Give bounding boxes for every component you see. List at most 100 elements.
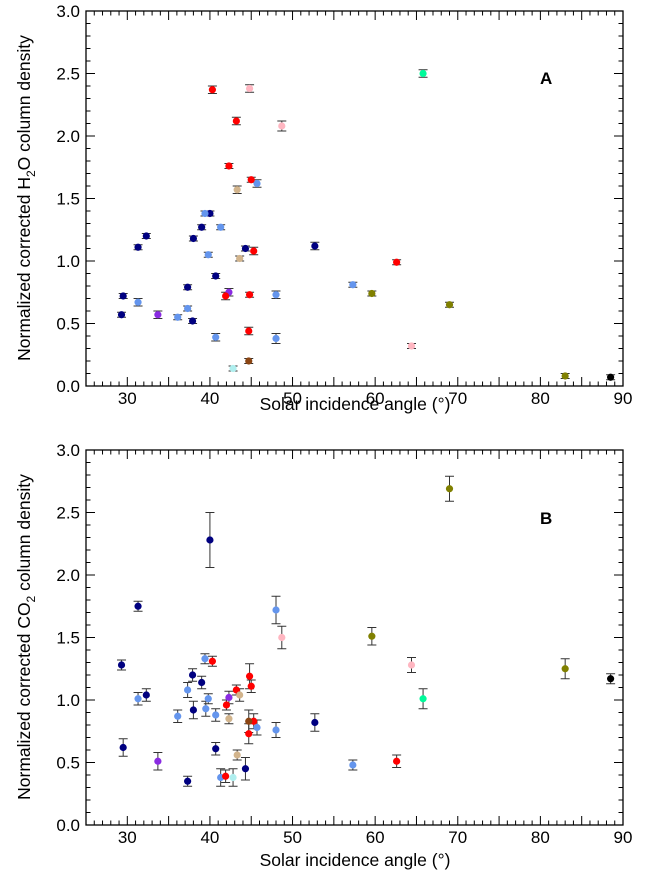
data-point (393, 757, 401, 765)
data-point (272, 726, 280, 734)
x-tick-label: 70 (448, 828, 467, 847)
data-point (174, 712, 182, 720)
x-axis-label: Solar incidence angle (°) (260, 394, 451, 414)
tick-labels: 30 40 50 60 70 80 90 0.0 0.5 1.0 1.5 2.0 2.5 3.0 (56, 441, 632, 847)
y-tick-label: 2.0 (56, 566, 80, 585)
y-tick-label: 0.0 (56, 816, 80, 835)
data-point (272, 334, 280, 343)
x-tick-label: 40 (200, 828, 219, 847)
data-point (217, 223, 225, 231)
data-point (407, 342, 416, 350)
data-point (245, 717, 253, 725)
y-tick-label: 3.0 (56, 441, 80, 460)
x-tick-label: 60 (366, 389, 385, 408)
data-point (134, 298, 142, 306)
data-point (272, 606, 280, 614)
data-point (134, 602, 142, 610)
data-point (247, 682, 255, 690)
x-tick-label: 80 (531, 389, 550, 408)
data-point (247, 176, 255, 184)
data-point (278, 122, 286, 130)
data-point (349, 761, 357, 769)
data-point (188, 317, 197, 325)
data-point (229, 364, 237, 373)
axis-ticks (85, 10, 624, 387)
data-point (206, 209, 214, 218)
data-point (245, 730, 253, 738)
error-bars (117, 69, 616, 381)
axis-ticks (85, 449, 624, 826)
data-point (250, 247, 258, 255)
data-point (222, 772, 230, 780)
x-tick-label: 90 (614, 828, 633, 847)
data-point (142, 691, 150, 699)
data-point (245, 357, 253, 365)
data-point (561, 665, 569, 673)
data-point (236, 691, 244, 699)
data-point (154, 311, 162, 319)
data-point (212, 745, 220, 753)
data-point (241, 765, 250, 773)
data-point (419, 695, 427, 703)
data-point (225, 693, 233, 702)
data-point (368, 632, 376, 640)
x-tick-label: 70 (448, 389, 467, 408)
y-tick-label: 3.0 (56, 2, 80, 21)
x-tick-label: 40 (200, 389, 219, 408)
data-point (311, 718, 319, 727)
data-point (233, 751, 241, 759)
plot-frame (85, 449, 624, 826)
data-point (607, 675, 615, 683)
y-tick-label: 1.0 (56, 252, 80, 271)
data-point (184, 686, 192, 694)
y-tick-label: 1.5 (56, 190, 80, 209)
data-point (142, 232, 150, 240)
tick-labels: 30 40 50 60 70 80 90 0.0 0.5 1.0 1.5 2.0 2.5 3.0 (56, 2, 632, 408)
x-tick-label: 80 (531, 828, 550, 847)
data-point (393, 258, 401, 266)
y-axis-label: Normalized corrected CO2 column density (14, 474, 38, 800)
x-tick-label: 50 (283, 389, 302, 408)
data-point (189, 706, 197, 714)
data-point (250, 717, 258, 725)
data-point (445, 301, 454, 309)
data-point (225, 162, 233, 170)
x-tick-label: 30 (118, 828, 137, 847)
data-point (117, 661, 126, 669)
y-tick-label: 1.0 (56, 691, 80, 710)
data-point (198, 223, 206, 231)
data-point (245, 672, 254, 680)
data-point (349, 281, 357, 289)
x-tick-label: 50 (283, 828, 302, 847)
data-point (311, 242, 319, 250)
data-point (253, 723, 261, 732)
data-point (204, 695, 212, 703)
x-tick-label: 60 (366, 828, 385, 847)
data-point (245, 291, 254, 299)
data-point (253, 179, 261, 188)
data-points (117, 69, 615, 381)
data-point (204, 251, 212, 259)
data-point (222, 701, 231, 709)
data-point (241, 244, 250, 253)
data-point (407, 661, 416, 669)
plot-frame (85, 10, 624, 387)
data-point (212, 333, 220, 341)
data-point (206, 536, 214, 544)
data-point (117, 311, 126, 319)
data-point (119, 292, 127, 300)
x-tick-label: 90 (614, 389, 633, 408)
data-point (134, 243, 142, 251)
data-point (201, 209, 209, 218)
data-point (188, 671, 197, 679)
data-point (607, 373, 615, 381)
data-point (225, 715, 233, 723)
data-point (208, 657, 217, 665)
data-point (201, 655, 209, 663)
y-tick-label: 1.5 (56, 629, 80, 648)
y-tick-label: 2.0 (56, 127, 80, 146)
data-point (184, 777, 192, 785)
data-point (222, 292, 230, 300)
data-point (232, 117, 240, 125)
data-point (419, 69, 427, 78)
